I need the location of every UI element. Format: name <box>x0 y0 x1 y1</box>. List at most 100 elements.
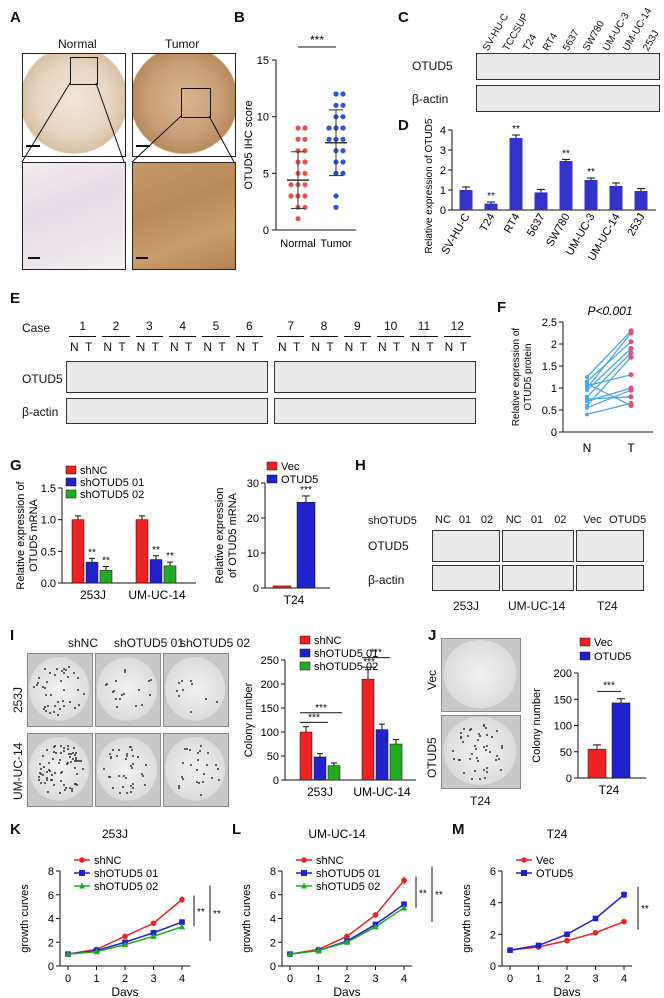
b-point <box>295 136 301 142</box>
d-ylabel: Relative expression of OTUD5 mRNA <box>424 118 435 254</box>
i-colony <box>60 772 63 775</box>
i-colony <box>71 789 74 792</box>
d-cat-label: RT4 <box>502 212 523 236</box>
i-colony <box>48 712 51 715</box>
panel-label-a: A <box>10 9 21 26</box>
e-case-line <box>277 336 305 337</box>
e-case-line <box>235 336 263 337</box>
i-colony <box>60 745 63 748</box>
b-tick-label: 5 <box>263 168 269 180</box>
i-colony <box>116 705 119 708</box>
i-colony <box>78 703 81 706</box>
i-sig: *** <box>315 703 327 714</box>
normal-tissue-zoom <box>22 162 126 270</box>
i-colony <box>53 745 56 748</box>
i-colony <box>44 687 47 690</box>
j-bar <box>611 702 631 779</box>
g2-tick-label: 30 <box>247 478 259 490</box>
d-bar <box>534 192 548 210</box>
e-t-label: T <box>251 340 259 354</box>
h-shotud5-label: shOTUD5 <box>368 515 417 527</box>
gc-xlabel: Days <box>553 985 580 996</box>
gc-point <box>150 929 157 936</box>
e-case-line <box>169 336 197 337</box>
i-colony <box>63 672 66 675</box>
h-lane-label: 01 <box>458 514 472 526</box>
i-colony <box>73 706 76 709</box>
i-colony <box>134 705 137 708</box>
gc-legend-marker <box>301 882 307 889</box>
g2-legend-label: Vec <box>281 461 300 473</box>
i-legend-swatch <box>299 648 311 658</box>
b-cat-label: Normal <box>280 238 315 250</box>
e-case-number: 7 <box>287 319 294 333</box>
g-ylabel-2: OTUD5 mRNA <box>28 498 40 571</box>
i-bar <box>327 765 341 781</box>
e-row1-label: OTUD5 <box>22 372 63 386</box>
e-case-line <box>69 336 97 337</box>
f-point-t <box>628 354 634 360</box>
f-ylabel-2: OTUD5 protein <box>523 343 534 410</box>
i-tick-label: 150 <box>261 703 279 715</box>
i-colony <box>49 671 52 674</box>
i-colony <box>112 787 115 790</box>
i-colony <box>196 758 199 761</box>
i-colony <box>197 752 200 755</box>
e-case-line <box>310 336 338 337</box>
f-point-t <box>628 345 634 351</box>
i-colony <box>65 787 68 790</box>
gc-point <box>564 937 570 944</box>
g-sig: ** <box>88 547 96 558</box>
i-colony <box>136 756 139 759</box>
i-colony <box>182 689 185 692</box>
i-colony <box>180 680 183 683</box>
gc-title: UM-UC-14 <box>308 827 366 841</box>
i-colony <box>121 694 124 697</box>
g-legend-swatch <box>65 477 77 487</box>
gc-series-line <box>289 907 405 955</box>
d-cat-label: 253J <box>625 212 647 239</box>
i-colony <box>181 762 184 765</box>
f-point-n <box>585 375 589 379</box>
i-colony <box>199 794 202 797</box>
i-tick-label: 0 <box>273 775 279 787</box>
e-case-line <box>135 336 163 337</box>
i-sig: *** <box>308 712 320 723</box>
i-colony <box>112 689 115 692</box>
e-case-number: 3 <box>145 319 153 333</box>
h-row1-label: OTUD5 <box>368 539 409 553</box>
i-colony <box>61 670 64 673</box>
panel-label-f: F <box>497 299 507 316</box>
i-group-label: 253J <box>307 785 333 799</box>
b-point <box>340 159 346 165</box>
i-colony <box>177 785 180 788</box>
h-lane-label: 02 <box>480 514 494 526</box>
d-bar <box>634 191 648 210</box>
g-legend-swatch <box>65 465 77 475</box>
e-otud5-blot-right <box>274 361 476 393</box>
i-colony <box>61 771 64 774</box>
d-cat-label: T24 <box>478 212 498 234</box>
i-colony <box>69 755 72 758</box>
i-colony <box>131 754 134 757</box>
i-colony <box>66 675 69 678</box>
gc-sig: ** <box>197 907 205 918</box>
i-colony <box>63 746 66 749</box>
i-colony <box>38 676 41 679</box>
panel-label-j: J <box>428 627 437 644</box>
c-lane-label: T24 <box>521 32 540 53</box>
j-bar <box>587 748 607 779</box>
panel-label-c: C <box>398 9 409 26</box>
d-tick-label: 4 <box>440 125 446 137</box>
j-colony <box>459 737 462 740</box>
f-point-n <box>585 388 589 393</box>
panel-label-l: L <box>232 821 242 838</box>
tumor-tissue-overview <box>132 53 236 157</box>
b-point <box>302 125 308 131</box>
gc-point <box>621 891 627 898</box>
gc-point <box>400 904 408 911</box>
e-case-line <box>410 336 438 337</box>
c-lane-label: 253J <box>641 28 662 53</box>
gc-xtick-label: 2 <box>564 973 570 985</box>
i-colony <box>70 787 73 790</box>
